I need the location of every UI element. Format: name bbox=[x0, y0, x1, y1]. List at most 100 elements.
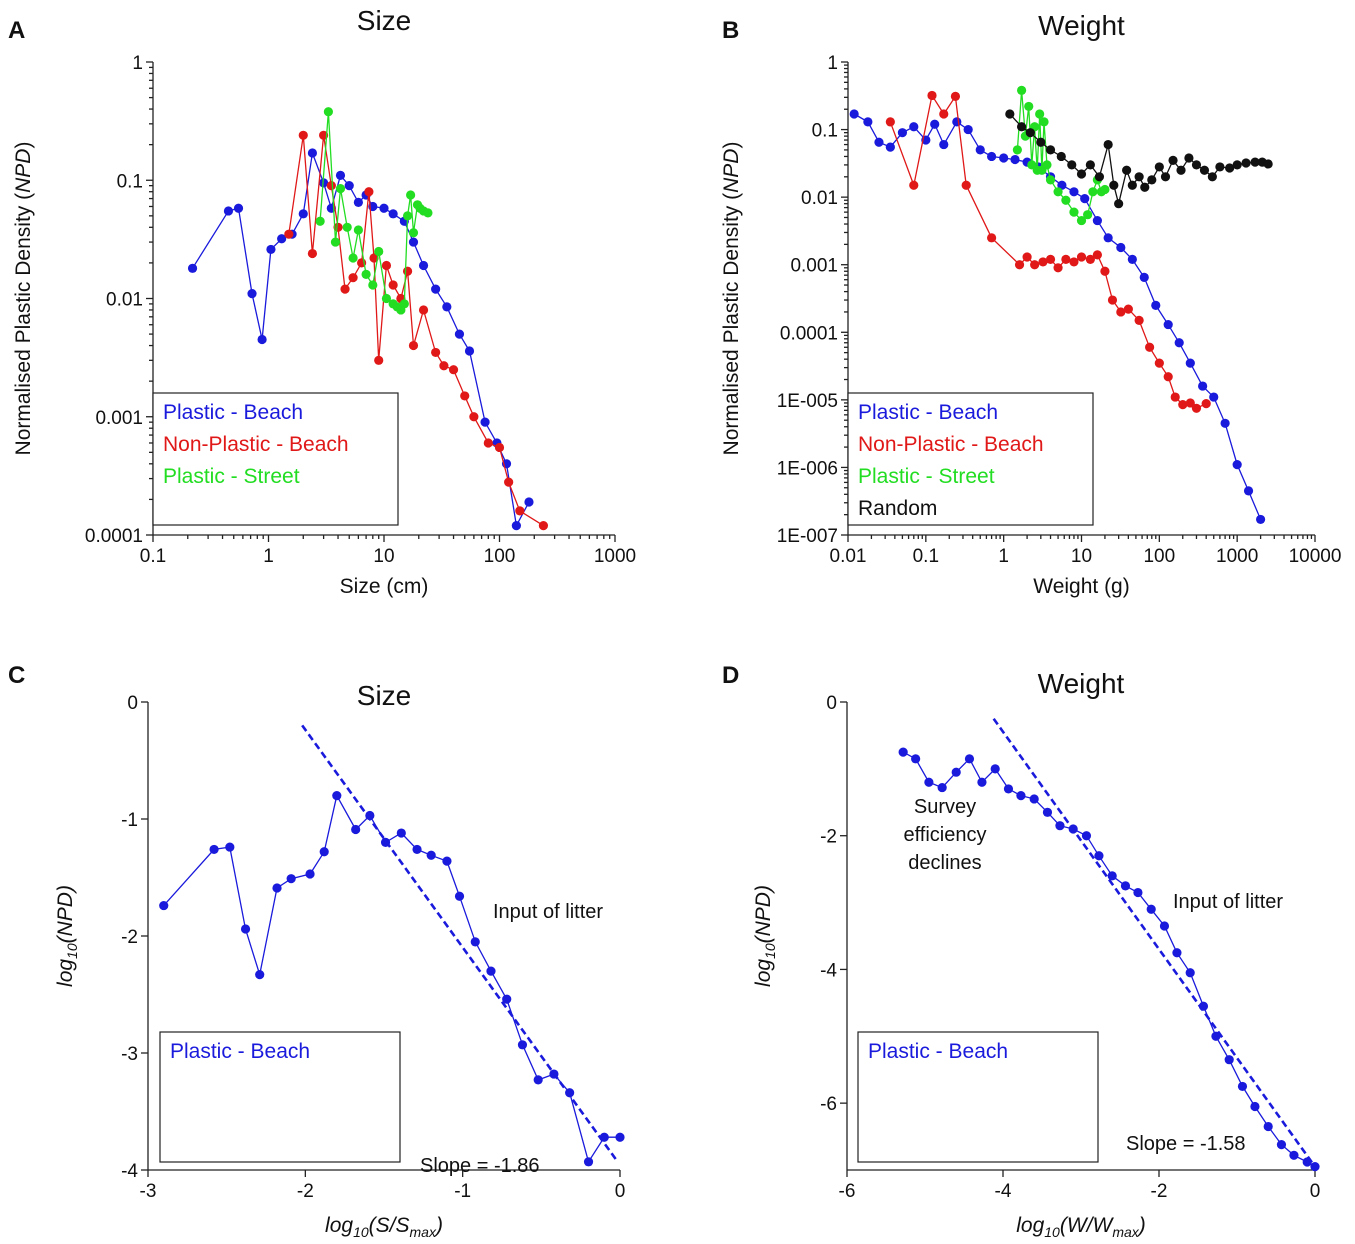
data-point bbox=[1094, 851, 1104, 861]
data-point bbox=[1076, 215, 1087, 226]
data-point bbox=[1184, 153, 1194, 163]
data-point bbox=[412, 844, 422, 855]
y-tick-label: 1E-006 bbox=[777, 458, 838, 479]
data-point bbox=[399, 299, 409, 309]
y-label-part: Normalised Plastic Density ( bbox=[720, 193, 743, 456]
data-point bbox=[1025, 128, 1035, 138]
panel-label: D bbox=[722, 662, 739, 689]
data-point bbox=[1109, 180, 1119, 190]
data-point bbox=[1170, 392, 1180, 402]
data-point bbox=[187, 263, 198, 273]
data-point bbox=[930, 119, 940, 129]
x-label-sub: 10 bbox=[353, 1224, 369, 1240]
y-label-sub: 10 bbox=[762, 943, 778, 959]
data-point bbox=[272, 883, 282, 893]
data-point bbox=[1100, 266, 1110, 276]
data-point bbox=[615, 1132, 625, 1142]
data-point bbox=[1146, 904, 1156, 914]
x-tick-label: 0 bbox=[1310, 1181, 1321, 1202]
data-point bbox=[565, 1088, 575, 1098]
data-point bbox=[448, 365, 459, 375]
data-point bbox=[1198, 381, 1208, 391]
y-axis-label: log10(NPD) bbox=[752, 885, 778, 987]
data-point bbox=[1133, 887, 1143, 898]
x-tick-label: 1 bbox=[998, 546, 1009, 567]
data-point bbox=[951, 767, 961, 777]
data-point bbox=[1159, 921, 1170, 931]
data-point bbox=[442, 302, 452, 312]
data-point bbox=[388, 280, 398, 290]
data-point bbox=[1069, 207, 1079, 217]
data-point bbox=[1154, 358, 1164, 368]
data-point bbox=[1191, 403, 1202, 413]
chart-title: Weight bbox=[1038, 668, 1125, 699]
data-point bbox=[1014, 260, 1025, 270]
data-point bbox=[431, 284, 441, 294]
data-point bbox=[1199, 165, 1210, 175]
data-point bbox=[408, 237, 419, 247]
x-label-sub: 10 bbox=[1044, 1224, 1060, 1240]
data-point bbox=[1191, 160, 1202, 170]
data-point bbox=[332, 791, 342, 801]
x-label-part: ) bbox=[1136, 1214, 1146, 1237]
data-point bbox=[1120, 881, 1131, 891]
data-point bbox=[1045, 175, 1056, 185]
y-tick-label: 0.0001 bbox=[780, 323, 838, 344]
series-line-random bbox=[1009, 113, 1269, 204]
fit-line bbox=[992, 717, 1317, 1168]
y-tick-label: -4 bbox=[820, 960, 837, 981]
annotation-text: Survey efficiency declines bbox=[903, 796, 986, 874]
data-point bbox=[380, 837, 391, 848]
data-point bbox=[464, 346, 475, 356]
data-point bbox=[1123, 304, 1133, 314]
data-point bbox=[515, 506, 525, 516]
data-point bbox=[374, 355, 384, 365]
y-tick-label: 1E-007 bbox=[777, 526, 838, 547]
data-point bbox=[911, 754, 921, 764]
data-point bbox=[1053, 187, 1063, 197]
x-tick-label: -2 bbox=[1151, 1181, 1168, 1202]
data-point bbox=[1003, 784, 1014, 794]
data-point bbox=[1225, 163, 1235, 173]
data-point bbox=[1209, 392, 1219, 402]
data-point bbox=[511, 521, 521, 531]
data-point bbox=[1092, 250, 1102, 260]
data-point bbox=[1067, 160, 1077, 170]
data-point bbox=[486, 966, 496, 976]
data-point bbox=[977, 777, 987, 787]
panel-D: D Weight-6 -4 -2 0-6-4-20log10(W/Wmax)log10(… bbox=[722, 662, 1320, 1240]
y-axis-label: Normalised Plastic Density (NPD) bbox=[720, 142, 743, 456]
data-point bbox=[225, 842, 235, 852]
data-point bbox=[1017, 122, 1027, 132]
data-point bbox=[939, 139, 949, 150]
y-tick-label: 0 bbox=[127, 693, 138, 714]
data-point bbox=[1289, 1150, 1299, 1160]
data-point bbox=[987, 233, 997, 243]
x-tick-label: 1000 bbox=[594, 546, 636, 567]
y-tick-label: 1 bbox=[132, 53, 143, 74]
data-point bbox=[502, 994, 512, 1004]
data-point bbox=[374, 246, 384, 257]
data-point bbox=[1198, 1001, 1209, 1011]
data-point bbox=[1116, 307, 1126, 317]
data-point bbox=[340, 284, 350, 294]
data-point bbox=[1243, 486, 1254, 496]
data-point bbox=[1224, 1055, 1234, 1065]
data-point bbox=[1036, 137, 1046, 147]
data-point bbox=[533, 1075, 543, 1085]
y-tick-label: 0.01 bbox=[801, 188, 838, 209]
data-point bbox=[952, 117, 962, 127]
data-point bbox=[368, 280, 378, 290]
x-tick-label: 1000 bbox=[1216, 546, 1258, 567]
data-point bbox=[379, 203, 389, 213]
legend-box bbox=[152, 392, 399, 526]
annotation-word: declines bbox=[908, 852, 981, 874]
data-point bbox=[483, 438, 493, 448]
data-point bbox=[1061, 195, 1071, 205]
data-point bbox=[961, 180, 971, 190]
data-point bbox=[1207, 172, 1217, 182]
data-point bbox=[1038, 257, 1048, 267]
data-point bbox=[1174, 338, 1184, 348]
fit-line bbox=[301, 724, 618, 1162]
x-tick-label: 10 bbox=[373, 546, 394, 567]
